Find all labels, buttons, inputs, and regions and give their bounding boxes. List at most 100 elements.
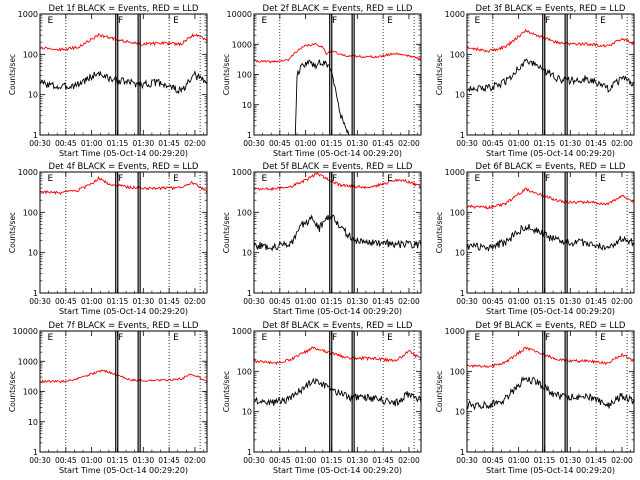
y-tick-label: 1000 bbox=[18, 357, 38, 366]
marker-label: E bbox=[600, 174, 606, 184]
x-axis-label: Start Time (05-Oct-14 00:29:20) bbox=[486, 466, 615, 475]
x-tick-label: 01:15 bbox=[534, 456, 556, 465]
x-tick-label: 02:00 bbox=[398, 297, 420, 306]
series-lld bbox=[253, 42, 422, 64]
marker-label: E bbox=[600, 16, 606, 26]
x-axis-label: Start Time (05-Oct-14 00:29:20) bbox=[273, 149, 402, 158]
panel-title: Det 8f BLACK = Events, RED = LLD bbox=[263, 321, 413, 331]
x-tick-label: 01:30 bbox=[559, 139, 581, 148]
y-tick-label: 1 bbox=[33, 131, 38, 140]
y-tick-label: 1 bbox=[247, 448, 252, 457]
y-tick-label: 1 bbox=[33, 289, 38, 298]
y-axis-label: Counts/sec bbox=[222, 371, 231, 412]
y-tick-label: 10 bbox=[28, 418, 38, 427]
x-tick-label: 00:45 bbox=[269, 456, 291, 465]
x-tick-label: 02:00 bbox=[611, 456, 633, 465]
x-tick-label: 02:00 bbox=[611, 139, 633, 148]
x-tick-label: 02:00 bbox=[184, 297, 206, 306]
x-tick-label: 01:30 bbox=[346, 297, 368, 306]
x-tick-label: 01:00 bbox=[508, 139, 530, 148]
x-axis-label: Start Time (05-Oct-14 00:29:20) bbox=[59, 149, 188, 158]
marker-label: E bbox=[387, 333, 393, 343]
y-axis-label: Counts/sec bbox=[8, 371, 17, 412]
series-events bbox=[253, 377, 422, 407]
x-tick-label: 01:00 bbox=[295, 456, 317, 465]
x-tick-label: 02:00 bbox=[398, 139, 420, 148]
x-tick-label: 01:00 bbox=[508, 456, 530, 465]
x-tick-label: 01:45 bbox=[372, 297, 394, 306]
y-tick-label: 100 bbox=[450, 208, 465, 217]
x-tick-label: 01:15 bbox=[321, 456, 343, 465]
marker-label: E bbox=[47, 174, 53, 184]
marker-label: E bbox=[173, 333, 179, 343]
panel-6: Det 6f BLACK = Events, RED = LLD E F E 1 10 10… bbox=[435, 162, 635, 316]
x-tick-label: 01:00 bbox=[295, 139, 317, 148]
marker-label: E bbox=[387, 174, 393, 184]
x-tick-label: 00:45 bbox=[269, 297, 291, 306]
x-tick-label: 00:30 bbox=[456, 456, 478, 465]
y-tick-label: 100 bbox=[237, 71, 252, 80]
y-tick-label: 10 bbox=[28, 249, 38, 258]
x-tick-label: 00:30 bbox=[243, 139, 265, 148]
x-tick-label: 01:45 bbox=[585, 456, 607, 465]
series-lld bbox=[39, 33, 208, 52]
series-events bbox=[466, 223, 635, 252]
x-tick-label: 01:00 bbox=[508, 297, 530, 306]
y-tick-label: 10 bbox=[242, 101, 252, 110]
x-tick-label: 01:15 bbox=[321, 139, 343, 148]
marker-label: F bbox=[332, 16, 337, 26]
y-axis-label: Counts/sec bbox=[8, 54, 17, 95]
x-tick-label: 00:45 bbox=[55, 139, 77, 148]
y-tick-label: 1 bbox=[460, 131, 465, 140]
x-tick-label: 01:30 bbox=[346, 139, 368, 148]
x-tick-label: 01:00 bbox=[81, 139, 103, 148]
x-tick-label: 00:45 bbox=[55, 297, 77, 306]
series-lld bbox=[466, 187, 635, 210]
y-axis-label: Counts/sec bbox=[222, 212, 231, 253]
series-lld bbox=[253, 172, 422, 191]
plot-frame bbox=[253, 171, 422, 294]
panel-3: Det 3f BLACK = Events, RED = LLD E F E 1 10 10… bbox=[435, 4, 635, 158]
x-tick-label: 00:45 bbox=[269, 139, 291, 148]
x-tick-label: 01:30 bbox=[132, 456, 154, 465]
x-tick-label: 01:30 bbox=[346, 456, 368, 465]
x-tick-label: 01:45 bbox=[158, 297, 180, 306]
series-events bbox=[39, 70, 208, 95]
x-tick-label: 01:30 bbox=[559, 456, 581, 465]
panel-title: Det 1f BLACK = Events, RED = LLD bbox=[49, 4, 199, 14]
marker-label: F bbox=[332, 174, 337, 184]
y-tick-label: 10 bbox=[455, 249, 465, 258]
panel-title: Det 4f BLACK = Events, RED = LLD bbox=[49, 162, 199, 172]
y-axis-label: Counts/sec bbox=[435, 371, 444, 412]
y-tick-label: 100 bbox=[237, 367, 252, 376]
y-tick-label: 100 bbox=[23, 50, 38, 59]
panel-7: Det 7f BLACK = Events, RED = LLD E F E 1 10 10… bbox=[8, 321, 208, 475]
x-tick-label: 00:45 bbox=[482, 297, 504, 306]
x-tick-label: 01:15 bbox=[534, 139, 556, 148]
y-tick-label: 100 bbox=[237, 208, 252, 217]
y-tick-label: 100 bbox=[23, 388, 38, 397]
marker-label: E bbox=[47, 333, 53, 343]
series-lld bbox=[466, 346, 635, 369]
x-axis-label: Start Time (05-Oct-14 00:29:20) bbox=[273, 307, 402, 316]
x-tick-label: 02:00 bbox=[611, 297, 633, 306]
marker-label: E bbox=[261, 16, 267, 26]
x-tick-label: 01:30 bbox=[132, 297, 154, 306]
y-tick-label: 10 bbox=[455, 91, 465, 100]
x-tick-label: 00:45 bbox=[482, 139, 504, 148]
marker-label: E bbox=[600, 333, 606, 343]
x-tick-label: 02:00 bbox=[184, 139, 206, 148]
marker-label: E bbox=[261, 333, 267, 343]
plot-frame bbox=[466, 330, 635, 453]
y-tick-label: 100 bbox=[23, 208, 38, 217]
series-events bbox=[294, 59, 350, 136]
x-tick-label: 00:45 bbox=[482, 456, 504, 465]
y-tick-label: 1000 bbox=[18, 168, 38, 177]
marker-label: E bbox=[387, 16, 393, 26]
y-axis-label: Counts/sec bbox=[435, 212, 444, 253]
plot-frame bbox=[253, 330, 422, 453]
plot-frame bbox=[39, 171, 208, 294]
x-tick-label: 01:30 bbox=[132, 139, 154, 148]
x-tick-label: 02:00 bbox=[184, 456, 206, 465]
marker-label: F bbox=[118, 16, 123, 26]
